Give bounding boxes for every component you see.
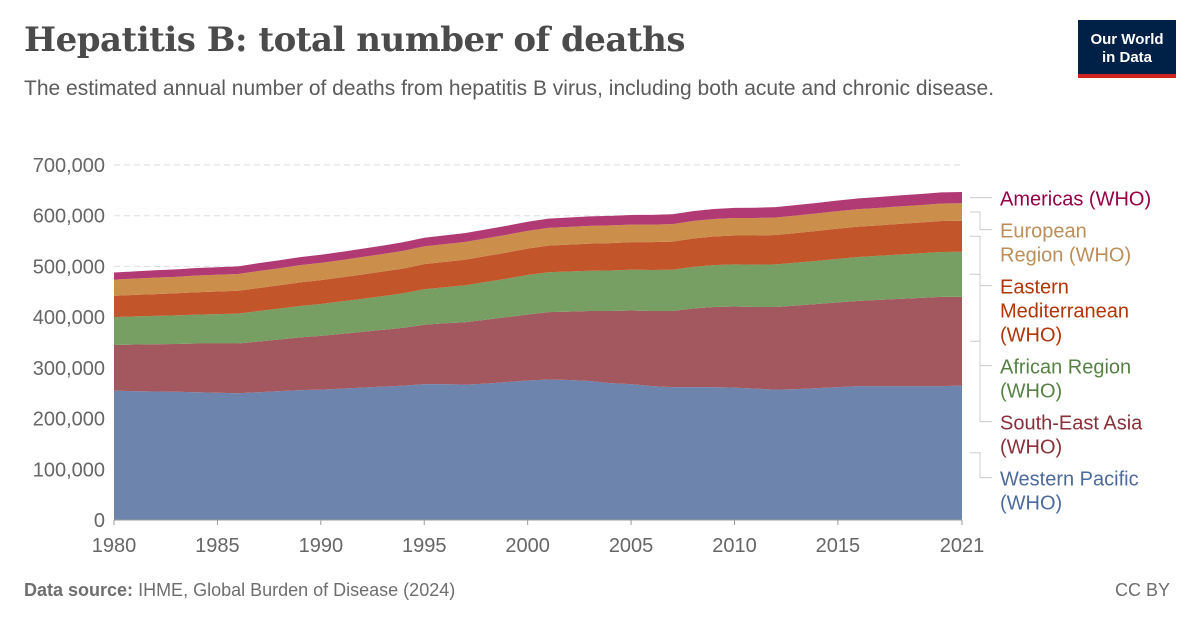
legend-label[interactable]: South-East Asia (WHO) xyxy=(1000,413,1143,459)
x-tick-label: 1980 xyxy=(92,535,137,557)
y-tick-label: 700,000 xyxy=(33,155,105,177)
x-tick-label: 2000 xyxy=(505,535,550,557)
legend-connector xyxy=(970,340,992,423)
legend-label[interactable]: Americas (WHO) xyxy=(1000,189,1151,211)
legend-label-line: (WHO) xyxy=(1000,493,1062,515)
y-tick-label: 600,000 xyxy=(33,206,105,228)
legend-label[interactable]: European Region (WHO) xyxy=(1000,221,1131,267)
area-european-region-who[interactable] xyxy=(114,203,962,296)
data-source-label: Data source: xyxy=(24,580,134,600)
legend: Americas (WHO) European Region (WHO) Easter… xyxy=(970,189,1151,515)
x-tick-label: 1990 xyxy=(299,535,344,557)
chart-subtitle: The estimated annual number of deaths fr… xyxy=(24,77,995,100)
legend-label-line: Western Pacific xyxy=(1000,469,1139,491)
legend-label-line: Americas (WHO) xyxy=(1000,189,1151,211)
legend-connector xyxy=(970,452,992,479)
area-western-pacific-who[interactable] xyxy=(114,379,962,520)
data-source: Data source: IHME, Global Burden of Dise… xyxy=(24,580,455,601)
legend-label[interactable]: African Region (WHO) xyxy=(1000,357,1131,403)
x-tick-label: 2015 xyxy=(816,535,861,557)
legend-connector xyxy=(970,273,992,367)
legend-label[interactable]: Eastern Mediterranean (WHO) xyxy=(1000,277,1129,347)
legend-label-line: Mediterranean xyxy=(1000,301,1129,323)
y-tick-label: 0 xyxy=(94,510,105,532)
x-tick-label: 2010 xyxy=(712,535,757,557)
x-tick-label: 2005 xyxy=(609,535,654,557)
legend-label-line: (WHO) xyxy=(1000,325,1062,347)
area-series xyxy=(114,192,962,520)
x-tick-label: 1985 xyxy=(195,535,240,557)
legend-label[interactable]: Western Pacific (WHO) xyxy=(1000,469,1139,515)
legend-label-line: Eastern xyxy=(1000,277,1069,299)
logo-line-1: Our World xyxy=(1090,31,1164,48)
y-tick-label: 400,000 xyxy=(33,307,105,329)
x-tick-label: 2021 xyxy=(940,535,985,557)
y-tick-label: 100,000 xyxy=(33,459,105,481)
axes: 0 100,000 200,000 300,000 400,000 500,000 600,… xyxy=(33,155,985,557)
owid-logo[interactable]: Our World in Data xyxy=(1078,20,1176,78)
logo-line-2: in Data xyxy=(1101,49,1152,66)
legend-label-line: (WHO) xyxy=(1000,381,1062,403)
area-eastern-mediterranean-who[interactable] xyxy=(114,220,962,318)
y-tick-label: 200,000 xyxy=(33,409,105,431)
legend-connector xyxy=(970,235,992,287)
legend-label-line: European xyxy=(1000,221,1087,243)
legend-label-line: (WHO) xyxy=(1000,437,1062,459)
legend-label-line: South-East Asia xyxy=(1000,413,1143,435)
x-tick-label: 1995 xyxy=(402,535,447,557)
legend-label-line: Region (WHO) xyxy=(1000,245,1131,267)
legend-connector xyxy=(970,211,992,231)
area-african-region-who[interactable] xyxy=(114,251,962,346)
logo-accent-bar xyxy=(1078,74,1176,78)
area-south-east-asia-who[interactable] xyxy=(114,296,962,394)
legend-label-line: African Region xyxy=(1000,357,1131,379)
y-tick-label: 500,000 xyxy=(33,256,105,278)
chart-title: Hepatitis B: total number of deaths xyxy=(24,20,686,60)
data-source-text: IHME, Global Burden of Disease (2024) xyxy=(138,580,456,600)
area-americas-who[interactable] xyxy=(114,192,962,280)
y-tick-label: 300,000 xyxy=(33,358,105,380)
license-link[interactable]: CC BY xyxy=(1114,580,1170,600)
